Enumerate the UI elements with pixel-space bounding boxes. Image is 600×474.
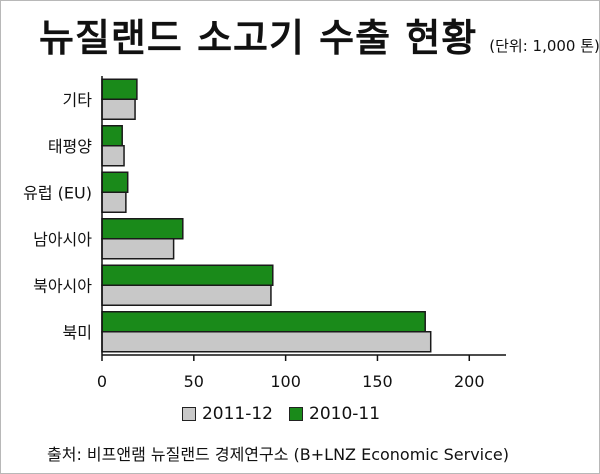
legend-item-2010-11: 2010-11 — [289, 404, 380, 424]
legend-item-2011-12: 2011-12 — [181, 404, 273, 424]
bar-2011-12 — [101, 145, 125, 167]
legend-swatch-2011-12 — [181, 407, 196, 421]
bar-2010-11 — [101, 171, 129, 193]
x-tick-label: 100 — [270, 372, 301, 391]
bar-2010-11 — [101, 311, 426, 333]
legend: 2011-12 2010-11 — [1, 404, 561, 424]
category-label: 북미 — [63, 323, 92, 342]
category-label: 기타 — [63, 90, 93, 109]
legend-label-2011-12: 2011-12 — [201, 404, 273, 424]
source-note: 출처: 비프앤램 뉴질랜드 경제연구소 (B+LNZ Economic Serv… — [47, 445, 510, 464]
bar-2011-12 — [101, 331, 432, 353]
legend-swatch-2010-11 — [289, 407, 303, 421]
x-tick-label: 150 — [362, 372, 393, 391]
x-tick-label: 200 — [454, 372, 485, 391]
x-tick-label: 50 — [184, 372, 204, 391]
bar-2010-11 — [101, 125, 123, 147]
bar-2011-12 — [101, 98, 136, 120]
category-label: 북아시아 — [33, 276, 92, 295]
category-label: 유럽 (EU) — [23, 183, 92, 202]
category-label: 태평양 — [48, 137, 92, 156]
unit-note: (단위: 1,000 톤) — [489, 37, 600, 55]
category-label: 남아시아 — [33, 230, 92, 249]
bar-2011-12 — [101, 191, 127, 213]
bar-2010-11 — [101, 264, 274, 286]
legend-label-2010-11: 2010-11 — [309, 404, 381, 424]
bar-2010-11 — [101, 78, 138, 100]
bar-2011-12 — [101, 284, 272, 306]
chart-title: 뉴질랜드 소고기 수출 현황 — [39, 16, 478, 60]
x-tick-label: 0 — [97, 372, 107, 391]
title-row: 뉴질랜드 소고기 수출 현황 (단위: 1,000 톤) — [39, 7, 599, 69]
bar-2011-12 — [101, 238, 175, 260]
bar-2010-11 — [101, 218, 184, 240]
